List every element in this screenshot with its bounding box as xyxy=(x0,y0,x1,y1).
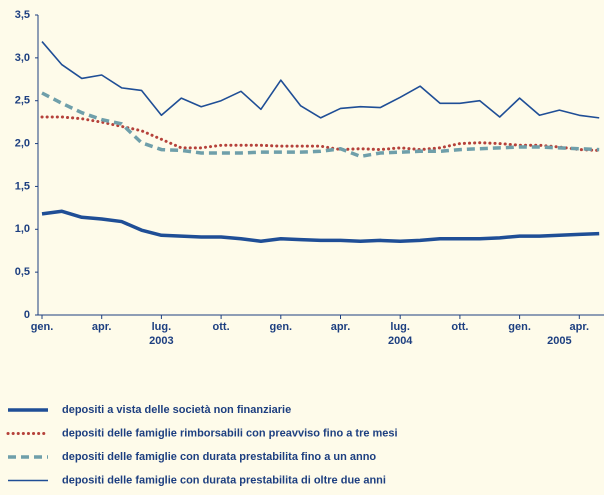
y-tick-label: 2,5 xyxy=(15,95,30,107)
data-line xyxy=(40,115,601,152)
x-tick-label: lug. xyxy=(390,321,410,333)
x-tick-label: apr. xyxy=(331,321,351,333)
data-line xyxy=(41,41,600,119)
x-tick-label: ott. xyxy=(451,321,468,333)
y-tick-label: 3,5 xyxy=(15,9,30,21)
legend-label: depositi delle famiglie con durata prest… xyxy=(62,474,386,486)
y-tick-label: 0,5 xyxy=(15,266,30,278)
y-tick-label: 2,0 xyxy=(15,137,30,149)
data-line xyxy=(41,209,600,244)
x-group-label: 2003 xyxy=(149,335,173,347)
x-tick-label: gen. xyxy=(508,321,531,333)
x-tick-label: gen. xyxy=(31,321,54,333)
legend-label: depositi delle famiglie con durata prest… xyxy=(62,451,376,463)
y-tick-label: 1,0 xyxy=(15,223,30,235)
x-tick-label: apr. xyxy=(92,321,112,333)
legend-label: depositi a vista delle società non finan… xyxy=(62,404,291,416)
legend-label: depositi delle famiglie rimborsabili con… xyxy=(62,427,398,439)
x-tick-label: ott. xyxy=(213,321,230,333)
x-group-label: 2004 xyxy=(388,335,413,347)
x-group-label: 2005 xyxy=(547,335,571,347)
data-line xyxy=(41,91,600,159)
x-tick-label: gen. xyxy=(269,321,292,333)
y-tick-label: 3,0 xyxy=(15,52,30,64)
x-tick-label: lug. xyxy=(152,321,172,333)
y-tick-label: 0 xyxy=(24,309,30,321)
x-tick-label: apr. xyxy=(570,321,590,333)
y-tick-label: 1,5 xyxy=(15,180,30,192)
